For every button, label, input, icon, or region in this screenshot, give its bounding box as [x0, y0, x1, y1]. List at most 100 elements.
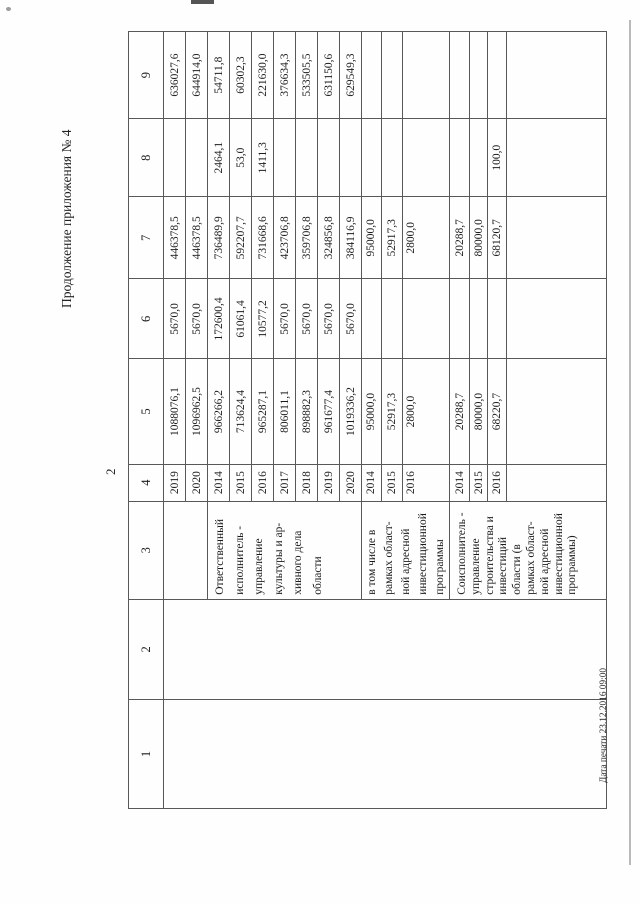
value-cell: 80000,0: [469, 196, 488, 279]
value-cell: 2800,0: [402, 196, 450, 279]
value-cell: [361, 278, 382, 359]
column-number-row: 1 2 3 4 5 6 7 8 9: [128, 31, 164, 809]
value-cell: [506, 358, 607, 465]
value-cell: 384116,9: [339, 196, 362, 279]
value-cell: [506, 196, 607, 279]
value-cell: 806011,1: [273, 358, 296, 465]
table-row: 2019 1088076,1 5670,0 446378,5 636027,6: [163, 31, 607, 809]
value-cell: 10577,2: [251, 278, 274, 359]
value-cell: 631150,6: [317, 31, 340, 119]
value-cell: [506, 31, 607, 119]
year-cell: 2019: [317, 464, 340, 502]
value-cell: 533505,5: [295, 31, 318, 119]
value-cell: 1019336,2: [339, 358, 362, 465]
value-cell: 53,0: [229, 118, 252, 197]
value-cell: 95000,0: [361, 358, 382, 465]
value-cell: 5670,0: [163, 278, 186, 359]
column-header-cell: 5: [128, 358, 164, 465]
year-cell: 2020: [339, 464, 362, 502]
value-cell: [273, 118, 296, 197]
value-cell: [402, 118, 450, 197]
year-cell: 2015: [469, 464, 488, 502]
col2-empty-cell: [163, 599, 607, 700]
value-cell: 1088076,1: [163, 358, 186, 465]
value-cell: 324856,8: [317, 196, 340, 279]
value-cell: 1096962,5: [185, 358, 208, 465]
year-cell: [506, 464, 607, 502]
value-cell: 100,0: [487, 118, 507, 197]
value-cell: [361, 118, 382, 197]
value-cell: 61061,4: [229, 278, 252, 359]
column-header-cell: 8: [128, 118, 164, 197]
value-cell: [469, 278, 488, 359]
value-cell: [361, 31, 382, 119]
value-cell: [506, 118, 607, 197]
value-cell: [449, 31, 470, 119]
col3-empty-cell: [163, 501, 208, 600]
value-cell: 592207,7: [229, 196, 252, 279]
value-cell: 5670,0: [185, 278, 208, 359]
value-cell: 644914,0: [185, 31, 208, 119]
executor-cell: Ответственный исполнитель - управление к…: [207, 501, 362, 600]
value-cell: 636027,6: [163, 31, 186, 119]
value-cell: 54711,8: [207, 31, 230, 119]
financing-table: 1 2 3 4 5 6 7 8 9 2019 1088076,1 5670,0 …: [128, 31, 607, 809]
value-cell: [487, 31, 507, 119]
column-header-cell: 6: [128, 278, 164, 359]
value-cell: 2800,0: [402, 358, 450, 465]
column-header-cell: 9: [128, 31, 164, 119]
executor-cell: Соисполнитель - управление строительства…: [449, 501, 607, 600]
value-cell: [487, 278, 507, 359]
value-cell: 423706,8: [273, 196, 296, 279]
value-cell: [163, 118, 186, 197]
value-cell: 629549,3: [339, 31, 362, 119]
value-cell: 5670,0: [317, 278, 340, 359]
value-cell: 713624,4: [229, 358, 252, 465]
scan-artifact-dash: [191, 0, 214, 4]
value-cell: 60302,3: [229, 31, 252, 119]
value-cell: 172600,4: [207, 278, 230, 359]
col1-empty-cell: [163, 699, 607, 809]
value-cell: [506, 278, 607, 359]
value-cell: 376634,3: [273, 31, 296, 119]
value-cell: 80000,0: [469, 358, 488, 465]
value-cell: 446378,5: [185, 196, 208, 279]
value-cell: 68220,7: [487, 358, 507, 465]
year-cell: 2018: [295, 464, 318, 502]
value-cell: 2464,1: [207, 118, 230, 197]
value-cell: 52917,3: [381, 196, 403, 279]
year-cell: 2016: [487, 464, 507, 502]
page-number: 2: [103, 468, 118, 476]
value-cell: [185, 118, 208, 197]
scan-edge-line: [629, 20, 631, 865]
year-cell: 2014: [449, 464, 470, 502]
value-cell: 95000,0: [361, 196, 382, 279]
scan-artifact-dot: [6, 7, 11, 11]
value-cell: [381, 31, 403, 119]
column-header-cell: 1: [128, 699, 164, 809]
print-date: Дата печати 23.12.2016 09:00: [599, 668, 609, 783]
year-cell: 2017: [273, 464, 296, 502]
value-cell: [381, 278, 403, 359]
value-cell: 898882,3: [295, 358, 318, 465]
value-cell: 20288,7: [449, 358, 470, 465]
value-cell: 731668,6: [251, 196, 274, 279]
executor-cell: в том числе в рамках област- ной адресно…: [361, 501, 450, 600]
value-cell: 965287,1: [251, 358, 274, 465]
value-cell: 5670,0: [273, 278, 296, 359]
column-header-cell: 7: [128, 196, 164, 279]
year-cell: 2014: [361, 464, 382, 502]
year-cell: 2015: [229, 464, 252, 502]
value-cell: [295, 118, 318, 197]
value-cell: 5670,0: [295, 278, 318, 359]
value-cell: [339, 118, 362, 197]
value-cell: 736489,9: [207, 196, 230, 279]
value-cell: 20288,7: [449, 196, 470, 279]
value-cell: 68120,7: [487, 196, 507, 279]
year-cell: 2015: [381, 464, 403, 502]
value-cell: 52917,3: [381, 358, 403, 465]
value-cell: 221630,0: [251, 31, 274, 119]
value-cell: [449, 118, 470, 197]
value-cell: 359706,8: [295, 196, 318, 279]
